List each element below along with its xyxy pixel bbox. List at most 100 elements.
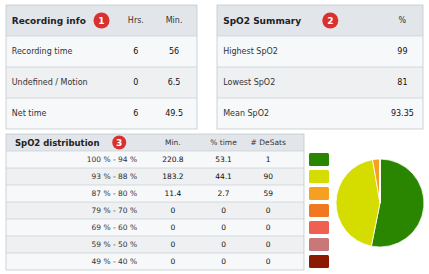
legend-swatch xyxy=(309,238,329,251)
cell-value: 11.4 xyxy=(165,189,182,198)
column-header: Hrs. xyxy=(128,16,144,25)
row-divider xyxy=(6,36,197,37)
column-header: Min. xyxy=(165,138,181,147)
cell-value: 2.7 xyxy=(218,189,230,198)
cell-value: 1 xyxy=(266,155,271,164)
row-divider xyxy=(6,151,304,152)
cell-value: 59 xyxy=(263,189,273,198)
row-label: Lowest SpO2 xyxy=(223,78,275,87)
cell-value: 6.5 xyxy=(168,78,181,87)
table-header xyxy=(217,5,423,36)
cell-value: 0 xyxy=(221,206,226,215)
table-row xyxy=(217,67,423,98)
cell-value: 220.8 xyxy=(162,155,184,164)
badge xyxy=(322,13,338,29)
table-header xyxy=(6,5,197,36)
cell-value: 99 xyxy=(397,47,407,56)
row-label: 87 % - 80 % xyxy=(92,189,138,198)
row-label: Net time xyxy=(12,109,47,118)
row-divider xyxy=(6,98,197,99)
row-label: 79 % - 70 % xyxy=(92,206,138,215)
row-divider xyxy=(6,253,304,254)
chart-page: Recording info Hrs. Min. Recording time 6 56 U… xyxy=(0,0,429,274)
cell-value: 81 xyxy=(397,78,407,87)
cell-value: 56 xyxy=(169,47,179,56)
legend-swatch xyxy=(309,204,329,217)
table-row xyxy=(6,219,304,236)
pie-slice xyxy=(373,159,380,203)
table-row xyxy=(6,36,197,67)
legend-swatch xyxy=(309,187,329,200)
table-border xyxy=(217,5,423,129)
table-row xyxy=(6,253,304,270)
cell-value: 0 xyxy=(221,223,226,232)
row-label: Undefined / Motion xyxy=(12,78,88,87)
table-title: SpO2 distribution xyxy=(15,138,100,148)
table: Recording info Hrs. Min. Recording time 6 56 U… xyxy=(6,5,197,129)
cell-value: 0 xyxy=(133,78,138,87)
row-divider xyxy=(6,168,304,169)
legend-swatch xyxy=(309,255,329,268)
cell-value: 49.5 xyxy=(165,109,183,118)
table-row xyxy=(6,202,304,219)
table-row xyxy=(6,98,197,129)
cell-value: 183.2 xyxy=(162,172,184,181)
row-divider xyxy=(217,36,423,37)
legend-swatch xyxy=(309,153,329,166)
table: SpO2 Summary%Highest SpO299Lowest SpO281… xyxy=(217,5,423,129)
cell-value: 0 xyxy=(266,240,271,249)
table-row xyxy=(6,236,304,253)
cell-value: 6 xyxy=(133,47,138,56)
cell-value: 6 xyxy=(133,109,138,118)
cell-value: 0 xyxy=(221,240,226,249)
cell-value: 0 xyxy=(266,257,271,266)
badge-label: 1 xyxy=(98,16,104,26)
row-divider xyxy=(6,219,304,220)
cell-value: 0 xyxy=(170,206,175,215)
column-header: # DeSats xyxy=(251,138,286,147)
table-row xyxy=(217,36,423,67)
cell-value: 0 xyxy=(266,206,271,215)
pie-slice xyxy=(379,159,380,203)
table-row xyxy=(6,168,304,185)
table: SpO2 distribution Min. % time # DeSats 100 %… xyxy=(6,134,329,270)
cell-value: 53.1 xyxy=(215,155,232,164)
row-label: 100 % - 94 % xyxy=(87,155,137,164)
cell-value: 0 xyxy=(221,257,226,266)
background xyxy=(0,0,429,274)
badge-label: 2 xyxy=(327,16,333,26)
table-header xyxy=(6,134,304,151)
legend-swatch xyxy=(309,170,329,183)
cell-value: 0 xyxy=(170,240,175,249)
row-divider xyxy=(6,67,197,68)
badge xyxy=(94,13,110,29)
cell-value: 0 xyxy=(266,223,271,232)
row-divider xyxy=(6,236,304,237)
cell-value: 44.1 xyxy=(215,172,232,181)
cell-value: 90 xyxy=(263,172,273,181)
row-divider xyxy=(6,202,304,203)
table-row xyxy=(6,151,304,168)
pie-slice xyxy=(336,160,380,247)
table-row xyxy=(217,98,423,129)
column-header: % time xyxy=(210,138,237,147)
table-title: Recording info xyxy=(12,16,86,26)
row-label: Highest SpO2 xyxy=(223,47,278,56)
row-divider xyxy=(217,67,423,68)
row-label: 59 % - 50 % xyxy=(92,240,138,249)
table-row xyxy=(6,185,304,202)
row-divider xyxy=(217,98,423,99)
pie xyxy=(336,159,424,247)
table-row xyxy=(6,67,197,98)
badge xyxy=(112,136,126,150)
row-label: Recording time xyxy=(12,47,73,56)
row-divider xyxy=(6,185,304,186)
cell-value: 0 xyxy=(170,223,175,232)
pie-slice xyxy=(379,159,380,203)
row-label: Mean SpO2 xyxy=(223,109,269,118)
row-label: 93 % - 88 % xyxy=(92,172,138,181)
table-border xyxy=(6,134,304,270)
legend-swatch xyxy=(309,221,329,234)
cell-value: 93.35 xyxy=(391,109,414,118)
column-header: Min. xyxy=(166,16,183,25)
